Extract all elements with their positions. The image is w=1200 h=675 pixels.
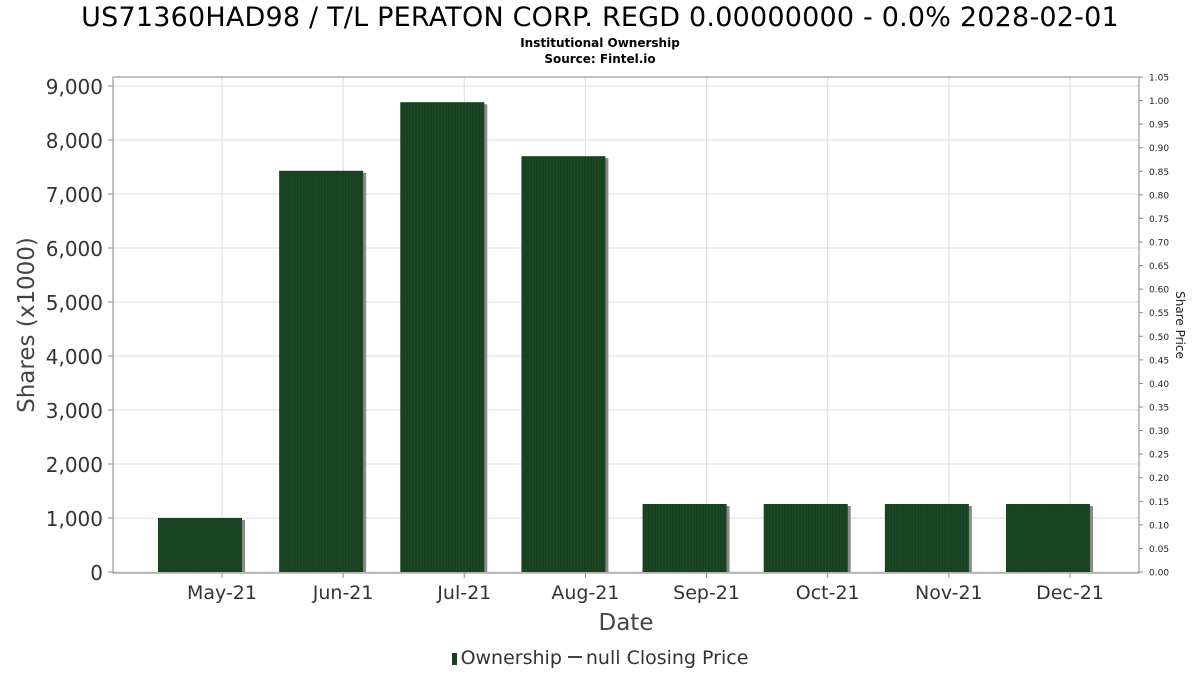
bar-sep-21	[642, 503, 727, 572]
y2-tick-label: 0.40	[1149, 380, 1169, 390]
grid	[113, 77, 1139, 573]
y2-tick-label: 0.80	[1149, 191, 1169, 201]
y2-tick-label: 0.20	[1149, 474, 1169, 484]
x-tick-label: Jun-21	[312, 582, 374, 604]
y2-tick-label: 0.50	[1149, 333, 1169, 343]
chart-source: Source: Fintel.io	[544, 52, 656, 66]
y2-tick-label: 0.15	[1149, 498, 1169, 508]
y2-axis: 0.00 0.05 0.10 0.15 0.20 0.25 0.30 0.35 0.40 0.45…	[1139, 74, 1169, 579]
y-axis-label: Shares (x1000)	[14, 237, 40, 413]
y2-tick-label: 1.05	[1149, 74, 1169, 84]
y2-tick-label: 1.00	[1149, 97, 1169, 107]
x-axis-label: Date	[599, 610, 654, 636]
y2-tick-label: 0.95	[1149, 121, 1169, 131]
bar-may-21	[158, 518, 242, 572]
y2-tick-label: 0.00	[1149, 569, 1169, 579]
legend-price-label: null Closing Price	[585, 647, 749, 669]
y-tick-label: 8,000	[46, 129, 103, 153]
chart-subtitle: Institutional Ownership	[520, 36, 680, 50]
y-tick-label: 6,000	[46, 237, 103, 261]
bar-nov-21	[884, 503, 969, 572]
y-tick-label: 5,000	[46, 291, 103, 315]
y-tick-label: 0	[90, 561, 103, 585]
legend-ownership-label: Ownership	[460, 647, 562, 669]
bar-dec-21	[1006, 503, 1090, 572]
bar-aug-21	[521, 156, 606, 572]
x-tick-label: Sep-21	[673, 582, 740, 604]
y2-tick-label: 0.10	[1149, 521, 1169, 531]
y2-tick-label: 0.45	[1149, 356, 1169, 366]
y2-tick-label: 0.55	[1149, 309, 1169, 319]
y-tick-label: 4,000	[46, 345, 103, 369]
y2-tick-label: 0.75	[1149, 215, 1169, 225]
y2-tick-label: 0.25	[1149, 451, 1169, 461]
y-tick-label: 3,000	[46, 399, 103, 423]
y2-axis-label: Share Price	[1173, 291, 1187, 359]
legend: Ownership null Closing Price	[0, 647, 1200, 669]
chart-title: US71360HAD98 / T/L PERATON CORP. REGD 0.…	[81, 2, 1119, 33]
y2-tick-label: 0.65	[1149, 262, 1169, 272]
x-tick-label: Dec-21	[1036, 582, 1104, 604]
bars	[158, 102, 1093, 572]
bar-jun-21	[279, 170, 364, 572]
y2-tick-label: 0.85	[1149, 168, 1169, 178]
x-axis: May-21 Jun-21 Jul-21 Aug-21 Sep-21 Oct-21 Nov-…	[187, 573, 1104, 604]
legend-price-line	[567, 656, 582, 658]
y-tick-label: 9,000	[46, 75, 103, 99]
y-tick-label: 7,000	[46, 183, 103, 207]
y2-tick-label: 0.90	[1149, 144, 1169, 154]
y2-tick-label: 0.70	[1149, 239, 1169, 249]
plot-frame	[112, 76, 1140, 574]
y2-tick-label: 0.05	[1149, 545, 1169, 555]
x-tick-label: Jul-21	[436, 582, 491, 604]
bar-jul-21	[400, 102, 485, 572]
y2-tick-label: 0.30	[1149, 427, 1169, 437]
y-axis: 0 1,000 2,000 3,000 4,000 5,000 6,000 7,000 8,00…	[46, 75, 113, 585]
y-tick-label: 1,000	[46, 507, 103, 531]
y-tick-label: 2,000	[46, 453, 103, 477]
legend-ownership-swatch	[451, 653, 457, 665]
x-tick-label: Nov-21	[915, 582, 983, 604]
bar-oct-21	[763, 503, 848, 572]
y2-tick-label: 0.60	[1149, 286, 1169, 296]
y2-tick-label: 0.35	[1149, 404, 1169, 414]
x-tick-label: May-21	[187, 582, 257, 604]
x-tick-label: Aug-21	[551, 582, 619, 604]
x-tick-label: Oct-21	[796, 582, 860, 604]
